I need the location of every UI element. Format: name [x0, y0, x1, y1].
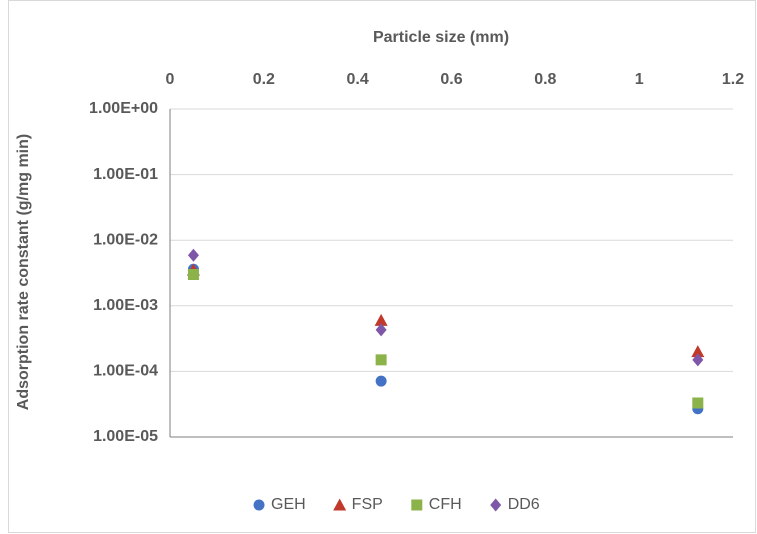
legend-marker — [253, 499, 265, 511]
point — [692, 353, 704, 367]
x-tick-label: 0.4 — [347, 71, 369, 88]
y-tick-label: 1.00E-04 — [93, 363, 158, 380]
y-tick-label: 1.00E-05 — [93, 428, 158, 445]
legend-label: FSP — [352, 496, 383, 513]
legend-label: GEH — [271, 496, 306, 513]
x-tick-label: 1 — [635, 71, 644, 88]
x-tick-label: 0.8 — [534, 71, 556, 88]
y-tick-label: 1.00E+00 — [89, 100, 158, 117]
point — [375, 323, 387, 337]
x-tick-label: 0 — [166, 71, 175, 88]
y-tick-label: 1.00E-03 — [93, 297, 158, 314]
y-axis-label: Adsorption rate constant (g/mg min) — [15, 134, 32, 410]
point — [375, 354, 387, 366]
legend-marker — [490, 498, 502, 512]
x-tick-label: 0.2 — [253, 71, 275, 88]
point — [187, 269, 199, 281]
legend-marker — [333, 498, 347, 511]
x-tick-label: 1.2 — [722, 71, 744, 88]
y-tick-label: 1.00E-01 — [93, 166, 158, 183]
point — [374, 313, 388, 326]
point — [375, 375, 387, 387]
point — [187, 248, 199, 262]
y-tick-label: 1.00E-02 — [93, 231, 158, 248]
legend-marker — [411, 499, 423, 511]
point — [692, 397, 704, 409]
x-tick-label: 0.6 — [440, 71, 462, 88]
legend-label: CFH — [429, 496, 462, 513]
x-axis-label: Particle size (mm) — [373, 29, 509, 46]
legend-label: DD6 — [508, 496, 540, 513]
point — [691, 345, 705, 358]
chart-border — [8, 0, 756, 533]
